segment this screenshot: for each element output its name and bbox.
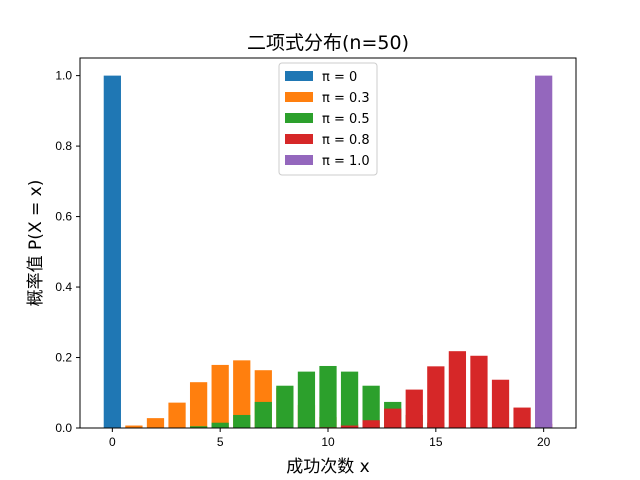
ticks-layer: 0 5 10 15 20 0.0 0.2 0.4 0.6 0.8 1.0	[55, 69, 550, 449]
legend-swatch	[285, 134, 313, 144]
x-tick-label: 10	[321, 435, 335, 449]
chart-title: 二项式分布(n=50)	[247, 32, 409, 54]
x-axis-label: 成功次数 x	[286, 457, 369, 477]
bar-s1-x3	[168, 402, 186, 428]
legend-label: π = 1.0	[322, 154, 370, 169]
bar-s1-x1	[125, 425, 143, 428]
legend-label: π = 0.3	[322, 91, 370, 106]
bar-s3-x12	[362, 420, 380, 428]
legend-swatch	[285, 71, 313, 81]
bar-s3-x14	[405, 389, 423, 428]
y-tick-label: 0.2	[55, 351, 72, 365]
bar-s0-x0	[103, 75, 121, 428]
bar-s2-x10	[319, 365, 337, 428]
bar-s3-x16	[448, 351, 467, 428]
y-tick-label: 1.0	[55, 69, 72, 83]
bar-s3-x17	[470, 355, 488, 428]
bar-s1-x5	[211, 364, 229, 428]
bar-s2-x12	[362, 385, 380, 428]
x-tick-label: 20	[537, 435, 551, 449]
bar-s2-x5	[211, 422, 229, 428]
bar-s1-x2	[146, 418, 165, 428]
y-tick-label: 0.4	[55, 280, 72, 294]
bar-s3-x15	[427, 366, 445, 428]
bar-s3-x18	[491, 379, 510, 428]
legend-swatch	[285, 92, 313, 102]
bar-s2-x6	[233, 414, 251, 428]
bar-s3-x19	[513, 407, 531, 428]
y-tick-label: 0.0	[55, 421, 72, 435]
bar-s2-x11	[340, 371, 359, 428]
legend-label: π = 0.8	[322, 133, 370, 148]
bar-s3-x13	[384, 408, 402, 428]
bar-s2-x8	[276, 385, 294, 428]
bar-s1-x6	[233, 360, 251, 428]
bar-s2-x9	[297, 371, 316, 428]
bars-layer	[103, 75, 553, 429]
x-tick-label: 0	[109, 435, 116, 449]
y-axis-label: 概率值 P(X = x)	[26, 180, 46, 307]
bar-s3-x11	[340, 425, 359, 428]
legend-label: π = 0.5	[322, 112, 370, 127]
y-tick-label: 0.8	[55, 139, 72, 153]
legend: π = 0 π = 0.3 π = 0.5 π = 0.8 π = 1.0	[278, 62, 378, 176]
legend-swatch	[285, 113, 313, 123]
legend-box	[278, 62, 378, 176]
bar-s4-x20	[535, 75, 553, 428]
legend-label: π = 0	[322, 70, 357, 85]
legend-swatch	[285, 155, 313, 165]
x-tick-label: 15	[429, 435, 443, 449]
y-tick-label: 0.6	[55, 210, 72, 224]
bar-s2-x4	[189, 426, 208, 428]
x-tick-label: 5	[217, 435, 224, 449]
bar-s1-x4	[189, 382, 208, 428]
bar-s2-x7	[254, 401, 272, 428]
